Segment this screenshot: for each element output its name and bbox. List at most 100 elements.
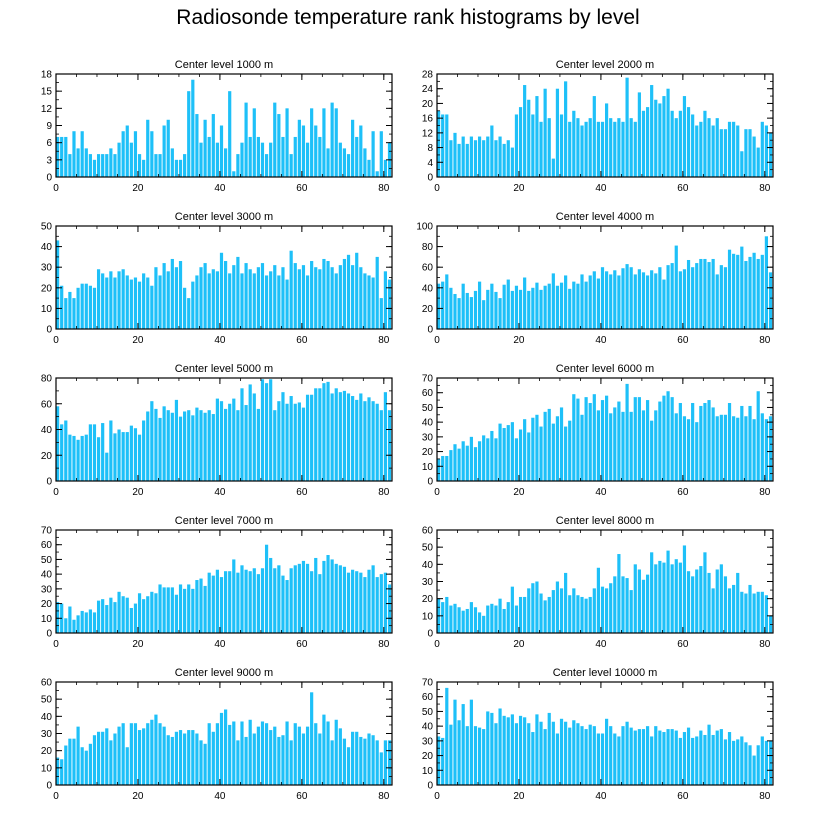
bar — [207, 410, 211, 481]
bar — [244, 569, 248, 633]
bar — [232, 171, 236, 177]
bar — [170, 258, 174, 329]
bar — [715, 569, 719, 633]
bar — [695, 569, 699, 633]
bar — [68, 291, 72, 329]
bar — [691, 576, 695, 633]
bar — [96, 731, 101, 785]
y-tick-label: 20 — [41, 283, 53, 294]
x-tick-label: 20 — [513, 487, 525, 498]
bar — [719, 414, 723, 481]
bar — [273, 265, 277, 329]
bar — [486, 136, 490, 177]
y-tick-label: 30 — [422, 432, 434, 443]
bar — [645, 726, 650, 785]
bar — [301, 560, 306, 633]
bar — [301, 733, 306, 785]
bar — [490, 125, 494, 177]
bar — [318, 136, 322, 177]
bar — [670, 263, 674, 329]
bar — [437, 736, 441, 785]
bar — [477, 612, 482, 633]
bar — [437, 458, 441, 481]
bar — [56, 406, 60, 481]
panel-title: Center level 2000 m — [556, 59, 654, 71]
bar — [260, 721, 265, 785]
bar — [658, 267, 662, 329]
x-tick-label: 60 — [296, 335, 308, 346]
bar — [715, 118, 719, 177]
bar — [260, 263, 265, 329]
bar — [359, 572, 363, 633]
bar — [654, 410, 658, 481]
bar — [387, 740, 392, 785]
bar — [609, 274, 613, 329]
y-tick-label: 0 — [427, 781, 433, 792]
x-tick-label: 20 — [132, 639, 144, 650]
bar — [101, 423, 105, 481]
bar — [637, 729, 641, 785]
bar — [224, 261, 228, 329]
bar — [125, 125, 129, 177]
panel-title: Center level 4000 m — [556, 211, 654, 223]
y-tick-label: 20 — [422, 99, 434, 110]
bar — [310, 261, 314, 329]
bar — [596, 410, 601, 481]
y-tick-label: 40 — [422, 722, 434, 733]
bar — [748, 745, 752, 785]
bar — [379, 752, 383, 785]
bar — [744, 416, 748, 481]
bar — [305, 394, 310, 481]
bar — [527, 723, 531, 785]
bar — [137, 434, 142, 481]
bar — [514, 285, 519, 329]
bar — [273, 726, 277, 785]
bar — [293, 723, 297, 785]
y-tick-label: 40 — [422, 560, 434, 571]
bar — [76, 148, 80, 177]
x-tick-label: 80 — [759, 487, 771, 498]
bar — [502, 715, 506, 785]
bar — [678, 403, 682, 481]
bar — [297, 563, 301, 633]
bar — [539, 121, 543, 177]
panel-title: Center level 1000 m — [175, 59, 273, 71]
bar — [518, 715, 523, 785]
bar — [748, 405, 752, 481]
x-tick-label: 80 — [759, 639, 771, 650]
bar — [592, 271, 596, 329]
bar — [166, 587, 170, 633]
bar — [584, 397, 588, 481]
bar — [142, 273, 146, 329]
bar — [269, 142, 273, 177]
bar — [723, 414, 728, 481]
bar — [760, 591, 764, 633]
bar — [96, 154, 101, 177]
bar — [162, 263, 166, 329]
bar — [539, 593, 543, 633]
bar — [654, 726, 658, 785]
bar — [535, 714, 539, 785]
bar — [96, 269, 101, 329]
bar — [473, 726, 478, 785]
bar — [473, 447, 478, 481]
bar — [76, 726, 80, 785]
bar — [662, 279, 666, 329]
bar — [547, 118, 551, 177]
y-tick-label: 0 — [427, 629, 433, 640]
bar — [445, 274, 449, 329]
bar — [236, 410, 240, 481]
bar — [355, 136, 359, 177]
bar — [351, 569, 355, 633]
bar — [322, 258, 326, 329]
bar — [121, 131, 125, 177]
bar — [523, 277, 527, 329]
y-tick-label: 50 — [41, 695, 53, 706]
bar — [707, 572, 711, 633]
bar — [318, 733, 322, 785]
x-tick-label: 40 — [214, 183, 226, 194]
x-tick-label: 20 — [132, 487, 144, 498]
bar — [547, 408, 551, 481]
bar — [609, 726, 613, 785]
